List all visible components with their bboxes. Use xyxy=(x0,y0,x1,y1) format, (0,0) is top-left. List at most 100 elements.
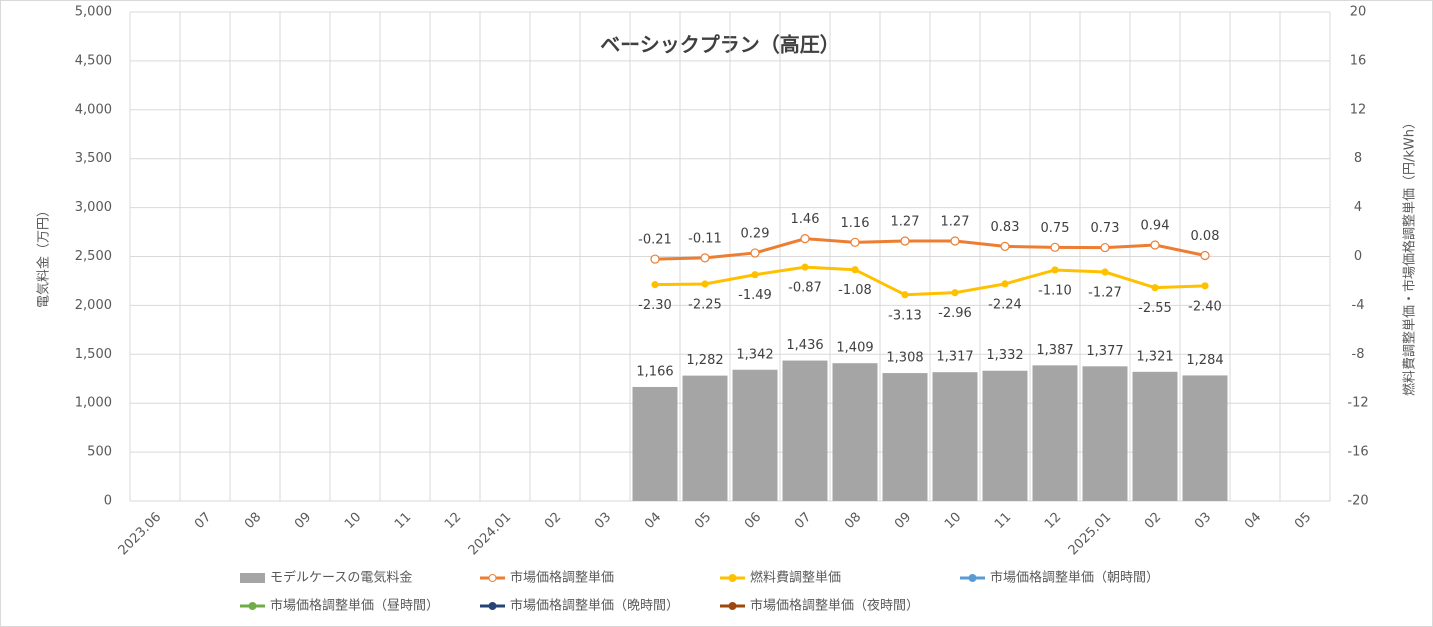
y2-tick-label: 4 xyxy=(1354,200,1362,215)
legend-marker xyxy=(488,574,497,582)
y2-tick-label: 20 xyxy=(1350,5,1367,20)
line-label: -0.21 xyxy=(638,233,672,248)
line-label: 0.73 xyxy=(1091,221,1120,236)
legend-marker xyxy=(728,574,737,582)
chart-title: ベーシックプラン（高圧） xyxy=(600,33,840,57)
bar-label: 1,436 xyxy=(786,338,823,353)
y-tick-label: 2,000 xyxy=(75,298,112,313)
legend-label: モデルケースの電気料金 xyxy=(270,570,412,586)
y-tick-label: 4,000 xyxy=(75,102,112,117)
line-label: -2.30 xyxy=(638,298,672,313)
bar xyxy=(682,375,728,501)
y-tick-label: 5,000 xyxy=(75,5,112,20)
line-label: 1.27 xyxy=(891,214,920,229)
y-tick-label: 2,500 xyxy=(75,249,112,264)
line-marker xyxy=(850,237,860,247)
line-marker xyxy=(700,253,710,263)
line-label: 0.94 xyxy=(1141,219,1170,234)
line-marker xyxy=(901,291,909,299)
bar-label: 1,282 xyxy=(686,353,723,368)
line-marker xyxy=(1050,242,1060,252)
bar xyxy=(982,370,1028,501)
y2-tick-label: -20 xyxy=(1347,494,1368,509)
bar-label: 1,377 xyxy=(1086,344,1123,359)
line-marker xyxy=(650,254,660,264)
line-marker xyxy=(1000,241,1010,251)
bar-label: 1,317 xyxy=(936,350,973,365)
y-tick-label: 3,000 xyxy=(75,200,112,215)
line-label: 1.16 xyxy=(841,216,870,231)
line-marker xyxy=(800,234,810,244)
bar xyxy=(832,363,878,501)
line-marker xyxy=(1051,266,1059,274)
bar-label: 1,284 xyxy=(1186,353,1223,368)
line-label: -0.11 xyxy=(688,231,722,246)
bar-label: 1,387 xyxy=(1036,343,1073,358)
line-marker xyxy=(950,236,960,246)
line-label: 1.46 xyxy=(791,212,820,227)
line-marker xyxy=(851,266,859,274)
legend-marker xyxy=(728,602,737,610)
line-label: -2.24 xyxy=(988,297,1022,312)
bar xyxy=(1132,371,1178,501)
legend-marker xyxy=(968,574,977,582)
y2-tick-label: -16 xyxy=(1347,445,1368,460)
line xyxy=(654,237,1206,261)
legend-label: 市場価格調整単価（夜時間） xyxy=(750,598,919,614)
bar xyxy=(632,386,678,501)
y2-tick-label: 8 xyxy=(1354,151,1362,166)
line xyxy=(654,265,1206,297)
line-label: -2.40 xyxy=(1188,299,1222,314)
line-label: -0.87 xyxy=(788,281,822,296)
bar-label: 1,321 xyxy=(1136,349,1173,364)
legend-label: 市場価格調整単価（昼時間） xyxy=(270,598,439,614)
line-marker xyxy=(1100,242,1110,253)
bar-label: 1,332 xyxy=(986,348,1023,363)
line-label: -1.10 xyxy=(1038,283,1072,298)
y-axis-title: 電気料金（万円） xyxy=(36,204,52,308)
y2-tick-label: 12 xyxy=(1350,102,1367,117)
bar-label: 1,409 xyxy=(836,341,873,356)
line-marker xyxy=(1200,250,1210,261)
bar xyxy=(732,369,778,501)
legend-marker xyxy=(248,602,257,610)
line-marker xyxy=(651,281,659,289)
y2-tick-label: 16 xyxy=(1350,53,1367,68)
y2-tick-label: -4 xyxy=(1352,298,1365,313)
bar xyxy=(882,373,928,501)
y-tick-label: 1,500 xyxy=(75,347,112,362)
y2-tick-label: -12 xyxy=(1347,396,1368,411)
line-label: 1.27 xyxy=(941,214,970,229)
line-marker xyxy=(1001,280,1009,288)
y2-tick-label: 0 xyxy=(1354,249,1362,264)
bar-label: 1,166 xyxy=(636,364,673,379)
y-tick-label: 500 xyxy=(87,445,112,460)
line-marker xyxy=(1201,282,1209,290)
legend-label: 燃料費調整単価 xyxy=(750,570,841,586)
line-marker xyxy=(701,280,709,288)
line-marker xyxy=(1150,240,1160,250)
line-marker xyxy=(900,236,910,246)
line-label: -2.25 xyxy=(688,298,722,313)
line-marker xyxy=(1151,284,1159,292)
legend-label: 市場価格調整単価（晩時間） xyxy=(510,598,679,614)
y-tick-label: 3,500 xyxy=(75,151,112,166)
line-label: 0.08 xyxy=(1191,229,1220,244)
line-marker xyxy=(801,263,809,271)
bar-label: 1,342 xyxy=(736,347,773,362)
bar xyxy=(1182,375,1228,501)
bar-label: 1,308 xyxy=(886,351,923,366)
y2-axis-title: 燃料費調整単価・市場価格調整単価（円/kWh） xyxy=(1402,116,1418,396)
line-marker xyxy=(751,271,759,279)
bar xyxy=(1032,365,1078,501)
line-marker xyxy=(1101,268,1109,276)
line-marker xyxy=(951,289,959,297)
legend-label: 市場価格調整単価 xyxy=(510,570,614,586)
legend-label: 市場価格調整単価（朝時間） xyxy=(990,570,1159,586)
line-label: 0.75 xyxy=(1041,221,1070,236)
legend-swatch xyxy=(240,573,265,583)
bar xyxy=(782,360,828,501)
bar xyxy=(932,372,978,501)
line-label: -1.27 xyxy=(1088,286,1122,301)
